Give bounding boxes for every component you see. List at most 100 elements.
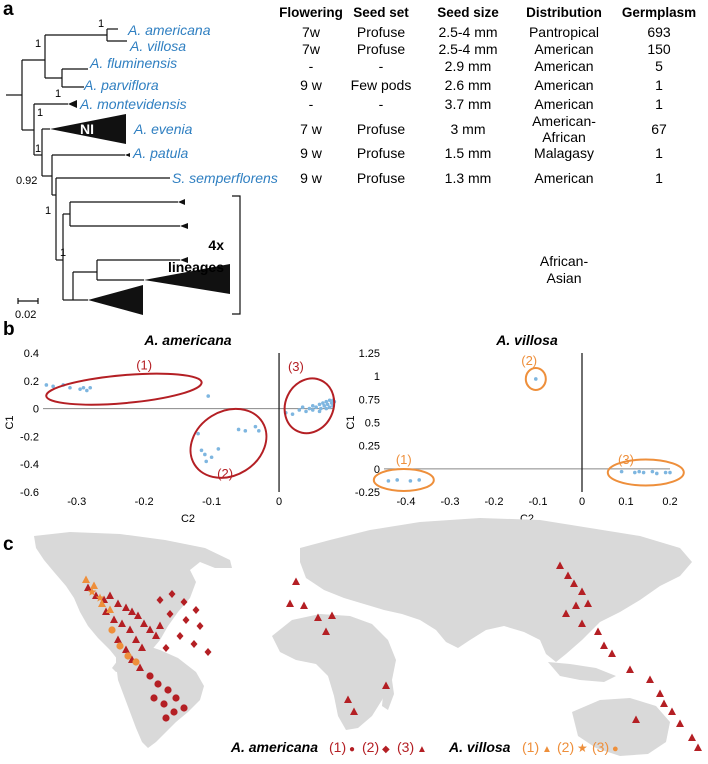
data-point: [85, 388, 89, 393]
triangle-marker: [90, 581, 98, 589]
clade-montevidensis: [68, 100, 77, 108]
support-value: 1: [60, 247, 66, 259]
triangle-marker: [578, 619, 586, 627]
lineage-label: 4x: [208, 237, 224, 253]
triangle-marker: [688, 733, 696, 741]
table-cell: American: [534, 170, 593, 186]
data-point: [68, 385, 72, 390]
diamond-marker: [166, 610, 174, 618]
x-tick-label: 0.1: [618, 496, 633, 508]
data-point: [321, 401, 325, 405]
table-cell: 1: [655, 77, 663, 93]
cluster-ellipse: [189, 407, 268, 479]
triangle-marker: [344, 695, 352, 703]
triangle-marker: [84, 583, 92, 591]
triangle-marker: [98, 599, 106, 607]
data-point: [196, 431, 200, 436]
triangle-marker: [382, 681, 390, 689]
header-distribution: Distribution: [526, 5, 602, 20]
data-point: [327, 398, 332, 403]
y-axis-label: C1: [345, 415, 357, 429]
triangle-marker: [562, 609, 570, 617]
y-tick-label: -0.6: [20, 487, 39, 499]
legend-americana-label: A. americana: [230, 739, 318, 755]
data-point: [307, 406, 312, 411]
map-markers: [82, 561, 702, 751]
header-flowering: Flowering: [279, 5, 343, 20]
y-tick-label: 0: [374, 464, 380, 476]
table-cell: 7w: [302, 41, 321, 57]
table-cell: Pantropical: [529, 24, 599, 40]
data-point: [408, 479, 413, 483]
x-axis-label: C2: [181, 513, 195, 525]
star-marker: [95, 593, 105, 602]
clade-evenia: [50, 114, 126, 144]
africa: [272, 614, 396, 730]
triangle-marker: [110, 615, 118, 623]
y-axis-label: C1: [4, 415, 16, 429]
data-point: [317, 402, 322, 407]
triangle-marker: [660, 699, 668, 707]
diamond-marker: [180, 598, 188, 606]
table-cell: Profuse: [357, 145, 405, 161]
triangle-marker: [122, 645, 130, 653]
x-tick-label: 0: [579, 496, 585, 508]
cluster-label: (1): [396, 452, 412, 467]
legend-americana-group: (3): [397, 739, 414, 755]
circle-marker: [180, 704, 188, 712]
y-tick-label: 1: [374, 371, 380, 383]
data-point: [319, 406, 323, 411]
panel-b-label: b: [3, 319, 15, 340]
clade-4x-b: [180, 223, 188, 229]
legend-villosa-group: (3): [592, 739, 609, 755]
data-point: [395, 478, 400, 482]
triangle-marker: [322, 627, 330, 635]
data-point: [204, 459, 209, 464]
table-cell: 2.9 mm: [445, 58, 492, 74]
table-cell: -: [379, 58, 384, 74]
circle-marker: [162, 714, 170, 722]
x-tick-label: -0.3: [67, 496, 86, 508]
triangle-marker: [594, 627, 602, 635]
scatter-chart-americana: A. americana 0.4 0.2 0 -0.2 -0.4 -0.6 -0.3 -0.2 -…: [4, 332, 337, 525]
x-tick-label: -0.1: [202, 496, 221, 508]
y-tick-label: -0.2: [20, 431, 39, 443]
table-cell: 3.7 mm: [445, 96, 492, 112]
data-point: [257, 429, 261, 433]
table-cell: 150: [647, 41, 671, 57]
lineage-label: lineages: [168, 259, 224, 275]
legend-americana-symbol: ◆: [382, 744, 390, 755]
data-point: [324, 406, 329, 411]
x-tick-label: -0.4: [397, 496, 416, 508]
triangle-marker: [646, 675, 654, 683]
data-point: [88, 385, 93, 390]
triangle-marker: [128, 607, 136, 615]
support-value: 1: [98, 18, 104, 30]
data-point: [78, 387, 82, 391]
triangle-marker: [156, 621, 164, 629]
data-point: [300, 405, 305, 410]
triangle-marker: [114, 599, 122, 607]
circle-marker: [116, 642, 124, 650]
data-point: [310, 404, 315, 408]
legend-villosa-group: (1): [522, 739, 539, 755]
y-tick-label: 0.2: [24, 376, 39, 388]
table-cell: 3 mm: [451, 121, 486, 137]
triangle-marker: [122, 603, 130, 611]
triangle-marker: [292, 577, 300, 585]
table-cell: 1: [655, 96, 663, 112]
y-tick-label: 0.75: [359, 394, 380, 406]
data-point: [243, 429, 248, 433]
taxon-name: A. parviflora: [83, 77, 159, 93]
table-cell: American: [534, 58, 593, 74]
circle-marker: [124, 652, 132, 660]
data-point: [637, 469, 641, 474]
triangle-marker: [138, 643, 146, 651]
data-point: [641, 470, 646, 475]
triangle-marker: [106, 591, 114, 599]
triangle-marker: [626, 665, 634, 673]
table-cell: 9 w: [300, 145, 323, 161]
table-cell: American: [534, 41, 593, 57]
table-cell: Few pods: [351, 77, 412, 93]
data-point: [199, 448, 204, 453]
